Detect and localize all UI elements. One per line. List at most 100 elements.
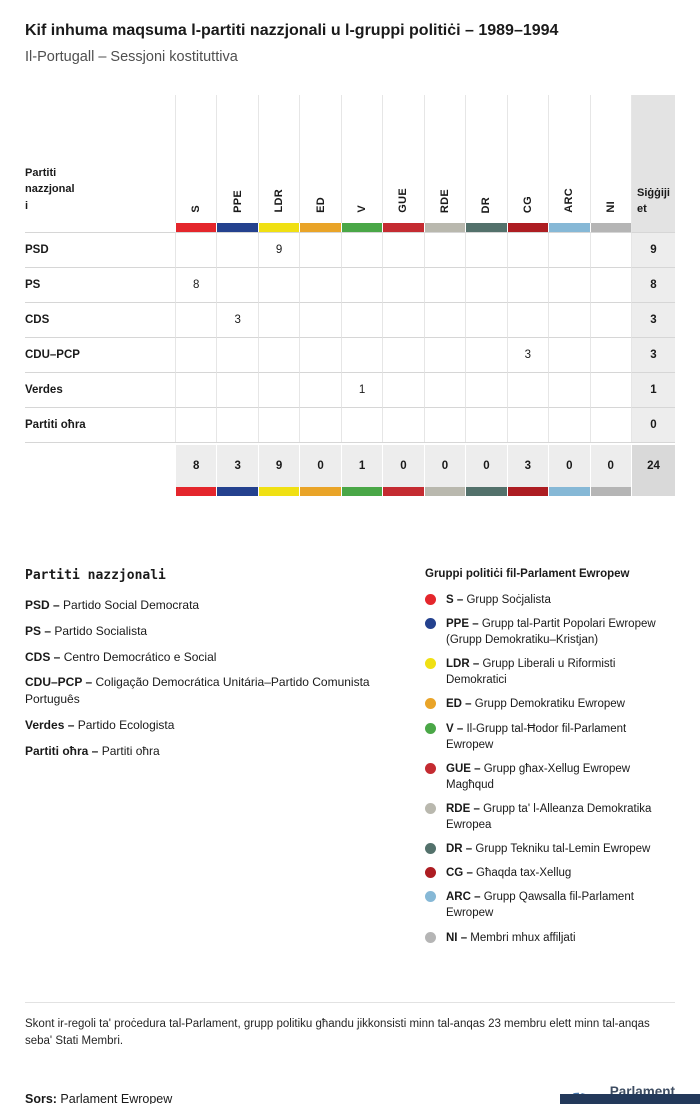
group-color-bar	[382, 487, 424, 496]
table-cell	[299, 407, 341, 442]
group-color-bar	[548, 223, 590, 232]
row-label: PSD	[25, 232, 175, 267]
group-color-dot	[425, 698, 436, 710]
group-color-dot	[425, 722, 436, 734]
row-label: CDS	[25, 302, 175, 337]
table-cell	[340, 302, 383, 337]
table-cell	[257, 267, 300, 302]
table-cell	[465, 407, 507, 442]
table-cell	[216, 232, 258, 267]
legend-group-item: DR – Grupp Tekniku tal-Lemin Ewropew	[425, 841, 675, 857]
seats-cell: 1	[630, 372, 675, 407]
group-color-bar	[423, 487, 466, 496]
totals-separator	[25, 442, 675, 445]
table-cell	[465, 372, 507, 407]
table-cell	[257, 302, 300, 337]
table-cell	[216, 407, 258, 442]
table-cell	[548, 372, 590, 407]
total-cell: 3	[216, 445, 258, 487]
strip-spacer	[25, 487, 175, 496]
total-cell: 0	[465, 445, 507, 487]
table-cell	[382, 407, 424, 442]
table-cell	[340, 232, 383, 267]
distribution-table: Partiti nazzjonali S PPE LDR ED V GUE RD…	[25, 95, 675, 496]
page-title: Kif inhuma maqsuma l-partiti nazzjonali …	[25, 22, 559, 39]
legend-party-item: PSD – Partido Social Democrata	[25, 598, 200, 612]
group-color-dot	[425, 843, 436, 855]
column-header-ni: NI	[589, 95, 631, 223]
row-label: PS	[25, 267, 175, 302]
legend-political-groups: Gruppi politiċi fil-Parlament Ewropew S …	[425, 568, 675, 954]
table-cell	[340, 337, 383, 372]
table-cell	[589, 407, 631, 442]
group-color-dot	[425, 594, 436, 605]
legend-party-item: CDS – Centro Democrático e Social	[25, 649, 217, 664]
strip-seats-spacer	[630, 223, 675, 232]
column-header-arc: ARC	[548, 95, 589, 223]
row-header-cell: Partiti nazzjonali	[25, 166, 75, 212]
table-cell	[340, 267, 383, 302]
row-label: Partiti oħra	[25, 407, 175, 442]
group-color-bar	[175, 223, 217, 232]
table-cell	[465, 302, 507, 337]
strip-seats-spacer	[630, 487, 675, 496]
table-cell	[299, 302, 341, 337]
table-cell	[257, 372, 300, 407]
table-cell	[216, 267, 258, 302]
column-header-ldr: LDR	[257, 95, 299, 223]
group-color-bar	[506, 223, 549, 232]
table-cell	[423, 302, 466, 337]
group-color-bar	[216, 487, 258, 496]
group-color-bar	[506, 487, 549, 496]
legend-party-item: PS – Partido Socialista	[25, 623, 148, 638]
legend-group-item: RDE – Grupp ta' l-Alleanza Demokratika E…	[425, 801, 675, 833]
table-cell	[340, 407, 383, 442]
row-label: CDU–PCP	[25, 337, 175, 372]
table-cell	[465, 337, 507, 372]
totals-label-spacer	[25, 445, 175, 487]
source-value: Parlament Ewropew	[56, 1092, 173, 1104]
table-cell	[506, 302, 549, 337]
table-cell	[465, 232, 507, 267]
table-cell	[299, 337, 341, 372]
table-cell	[382, 302, 424, 337]
table-cell	[257, 407, 300, 442]
table-cell	[589, 232, 631, 267]
table-cell	[382, 232, 424, 267]
table-cell	[589, 372, 631, 407]
table-cell	[548, 267, 590, 302]
total-cell: 0	[382, 445, 424, 487]
group-color-bar	[299, 223, 341, 232]
seats-cell: 3	[630, 302, 675, 337]
legend-group-item: CG – Għaqda tax-Xellug	[425, 865, 675, 881]
legend-national-parties: Partiti nazzjonali PSD – Partido Social …	[25, 568, 425, 954]
table-cell: 8	[175, 267, 217, 302]
table-cell: 3	[506, 337, 549, 372]
legend-group-item: NI – Membri mhux affiljati	[425, 930, 675, 946]
group-color-dot	[425, 931, 436, 943]
table-cell	[423, 337, 466, 372]
total-cell: 0	[423, 445, 466, 487]
table-cell	[175, 232, 217, 267]
group-color-bar	[382, 223, 424, 232]
legend-groups-title: Gruppi politiċi fil-Parlament Ewropew	[425, 568, 630, 580]
table-cell	[465, 267, 507, 302]
table-cell	[382, 267, 424, 302]
source-label: Sors:	[25, 1092, 57, 1104]
group-color-bar	[423, 223, 466, 232]
group-color-dot	[425, 867, 436, 879]
column-header-v: V	[340, 95, 382, 223]
table-cell	[423, 407, 466, 442]
footnote: Skont ir-regoli ta' proċedura tal-Parlam…	[25, 1001, 675, 1052]
group-color-dot	[425, 891, 436, 903]
legend-party-item: CDU–PCP – Coligação Democrática Unitária…	[25, 675, 370, 707]
group-color-bar	[299, 487, 341, 496]
column-header-gue: GUE	[382, 95, 423, 223]
group-color-bar	[340, 487, 383, 496]
strip-spacer	[25, 223, 175, 232]
legend-group-item: V – Il-Grupp tal-Ħodor fil-Parlament Ewr…	[425, 721, 675, 753]
legend-party-item: Partiti oħra – Partiti oħra	[25, 743, 160, 758]
group-color-dot	[425, 762, 436, 774]
table-cell	[506, 267, 549, 302]
